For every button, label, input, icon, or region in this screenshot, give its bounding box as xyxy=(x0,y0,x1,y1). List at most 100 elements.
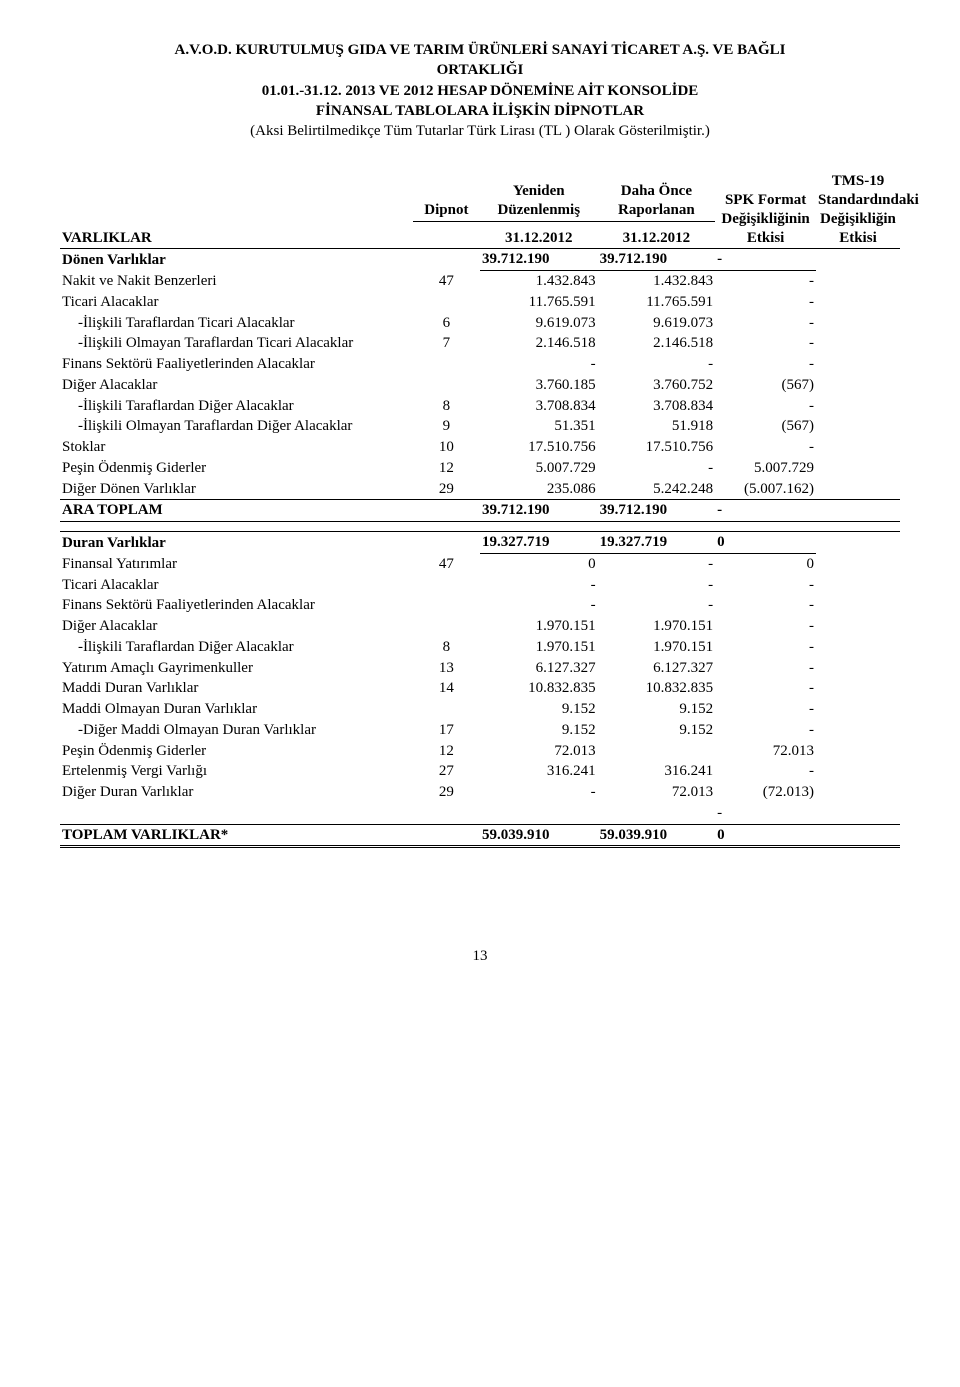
cell xyxy=(816,637,900,658)
cell: 235.086 xyxy=(480,479,598,500)
cell: 72.013 xyxy=(480,741,598,762)
subtotal-row: ARA TOPLAM 39.712.190 39.712.190 - xyxy=(60,500,900,522)
cell: 9.619.073 xyxy=(480,313,598,334)
row-label: -İlişkili Taraflardan Diğer Alacaklar xyxy=(60,637,413,658)
row-label: Diğer Alacaklar xyxy=(60,375,413,396)
header-line-3: 01.01.-31.12. 2013 VE 2012 HESAP DÖNEMİN… xyxy=(60,81,900,101)
cell xyxy=(816,678,900,699)
col-dipnot-header: Dipnot xyxy=(413,171,480,221)
table-row: Finans Sektörü Faaliyetlerinden Alacakla… xyxy=(60,354,900,375)
cell xyxy=(816,595,900,616)
header-note: (Aksi Belirtilmedikçe Tüm Tutarlar Türk … xyxy=(60,121,900,141)
row-label: Ticari Alacaklar xyxy=(60,575,413,596)
table-row: Ertelenmiş Vergi Varlığı27316.241316.241… xyxy=(60,761,900,782)
cell: - xyxy=(715,313,816,334)
row-label: Stoklar xyxy=(60,437,413,458)
cell: 1.970.151 xyxy=(480,637,598,658)
row-dipnot: 14 xyxy=(413,678,480,699)
cell: 6.127.327 xyxy=(598,658,716,679)
row-label: -Diğer Maddi Olmayan Duran Varlıklar xyxy=(60,720,413,741)
row-label: Yatırım Amaçlı Gayrimenkuller xyxy=(60,658,413,679)
cell: - xyxy=(715,720,816,741)
row-dipnot: 8 xyxy=(413,396,480,417)
cell: - xyxy=(598,553,716,574)
row-label: Peşin Ödenmiş Giderler xyxy=(60,458,413,479)
cell: 51.351 xyxy=(480,416,598,437)
cell: 1.432.843 xyxy=(598,271,716,292)
section-title: Duran Varlıklar xyxy=(60,532,413,554)
cell: 39.712.190 xyxy=(480,500,598,522)
table-row: Finans Sektörü Faaliyetlerinden Alacakla… xyxy=(60,595,900,616)
row-dipnot xyxy=(413,292,480,313)
cell: - xyxy=(598,575,716,596)
table-row: Diğer Alacaklar3.760.1853.760.752(567) xyxy=(60,375,900,396)
table-row: Yatırım Amaçlı Gayrimenkuller136.127.327… xyxy=(60,658,900,679)
cell: - xyxy=(715,437,816,458)
cell: - xyxy=(715,354,816,375)
cell: 9.152 xyxy=(480,699,598,720)
cell: - xyxy=(715,595,816,616)
cell: 2.146.518 xyxy=(480,333,598,354)
cell: 11.765.591 xyxy=(598,292,716,313)
cell xyxy=(816,416,900,437)
table-row: Finansal Yatırımlar470-0 xyxy=(60,553,900,574)
row-dipnot: 27 xyxy=(413,761,480,782)
cell: 1.432.843 xyxy=(480,271,598,292)
row-dipnot: 29 xyxy=(413,782,480,803)
cell: 1.970.151 xyxy=(598,637,716,658)
cell xyxy=(816,553,900,574)
row-label: -İlişkili Olmayan Taraflardan Diğer Alac… xyxy=(60,416,413,437)
cell xyxy=(816,479,900,500)
cell: 39.712.190 xyxy=(480,249,598,271)
row-dipnot xyxy=(413,375,480,396)
cell: 5.242.248 xyxy=(598,479,716,500)
table-row: -Diğer Maddi Olmayan Duran Varlıklar179.… xyxy=(60,720,900,741)
cell: 3.760.752 xyxy=(598,375,716,396)
row-label: Ertelenmiş Vergi Varlığı xyxy=(60,761,413,782)
col-d-header: TMS-19 Standardındaki Değişikliğin Etkis… xyxy=(816,171,900,249)
row-label: Diğer Dönen Varlıklar xyxy=(60,479,413,500)
cell: - xyxy=(480,354,598,375)
cell: 51.918 xyxy=(598,416,716,437)
table-row: -İlişkili Olmayan Taraflardan Ticari Ala… xyxy=(60,333,900,354)
section-row-duran: Duran Varlıklar 19.327.719 19.327.719 0 xyxy=(60,532,900,554)
table-row: -İlişkili Taraflardan Ticari Alacaklar69… xyxy=(60,313,900,334)
cell xyxy=(816,761,900,782)
row-label: Maddi Duran Varlıklar xyxy=(60,678,413,699)
cell: - xyxy=(715,396,816,417)
cell xyxy=(816,720,900,741)
cell: - xyxy=(715,249,816,271)
cell: (567) xyxy=(715,416,816,437)
cell: - xyxy=(598,458,716,479)
cell: 5.007.729 xyxy=(715,458,816,479)
cell: - xyxy=(480,595,598,616)
table-row: Peşin Ödenmiş Giderler1272.01372.013 xyxy=(60,741,900,762)
trailing-row: - xyxy=(60,803,900,824)
cell: - xyxy=(715,658,816,679)
cell: - xyxy=(598,595,716,616)
cell: 10.832.835 xyxy=(480,678,598,699)
page-number: 13 xyxy=(60,948,900,965)
cell: - xyxy=(715,678,816,699)
cell: (72.013) xyxy=(715,782,816,803)
row-dipnot: 29 xyxy=(413,479,480,500)
cell: 9.152 xyxy=(598,699,716,720)
row-label: Maddi Olmayan Duran Varlıklar xyxy=(60,699,413,720)
cell: 9.152 xyxy=(480,720,598,741)
cell: - xyxy=(715,271,816,292)
section-row-donen: Dönen Varlıklar 39.712.190 39.712.190 - xyxy=(60,249,900,271)
cell: (567) xyxy=(715,375,816,396)
cell: 39.712.190 xyxy=(598,249,716,271)
table-row: Diğer Dönen Varlıklar29235.0865.242.248(… xyxy=(60,479,900,500)
table-row: -İlişkili Olmayan Taraflardan Diğer Alac… xyxy=(60,416,900,437)
row-dipnot: 6 xyxy=(413,313,480,334)
row-dipnot: 12 xyxy=(413,458,480,479)
cell xyxy=(816,271,900,292)
cell: - xyxy=(715,575,816,596)
cell: ARA TOPLAM xyxy=(60,500,413,522)
row-label: Finans Sektörü Faaliyetlerinden Alacakla… xyxy=(60,595,413,616)
cell xyxy=(816,741,900,762)
cell: - xyxy=(715,616,816,637)
cell xyxy=(816,658,900,679)
table-row: Maddi Olmayan Duran Varlıklar9.1529.152- xyxy=(60,699,900,720)
